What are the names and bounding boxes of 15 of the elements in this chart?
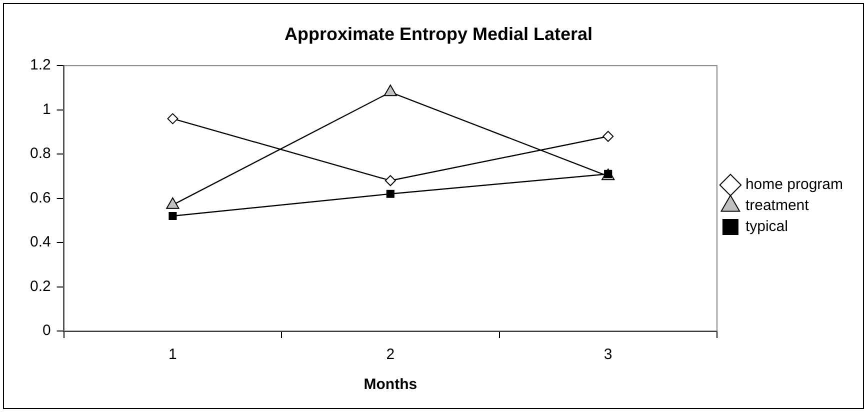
legend-label: home program [745, 176, 844, 194]
y-tick-label: 0.4 [30, 234, 51, 251]
y-tick-label: 1.2 [30, 56, 51, 74]
y-tick-label: 1 [42, 100, 51, 118]
y-tick-label: 0.6 [30, 189, 51, 206]
chart-title: Approximate Entropy Medial Lateral [284, 24, 593, 44]
y-tick-label: 0 [42, 322, 51, 340]
legend-label: typical [745, 218, 788, 236]
legend-label: treatment [745, 197, 810, 214]
y-tick-label: 0.2 [30, 278, 51, 295]
x-axis-title: Months [364, 376, 418, 394]
x-tick-label: 3 [604, 346, 612, 364]
x-tick-label: 1 [168, 346, 177, 364]
y-tick-label: 0.8 [30, 145, 51, 162]
x-tick-label: 2 [386, 346, 395, 364]
